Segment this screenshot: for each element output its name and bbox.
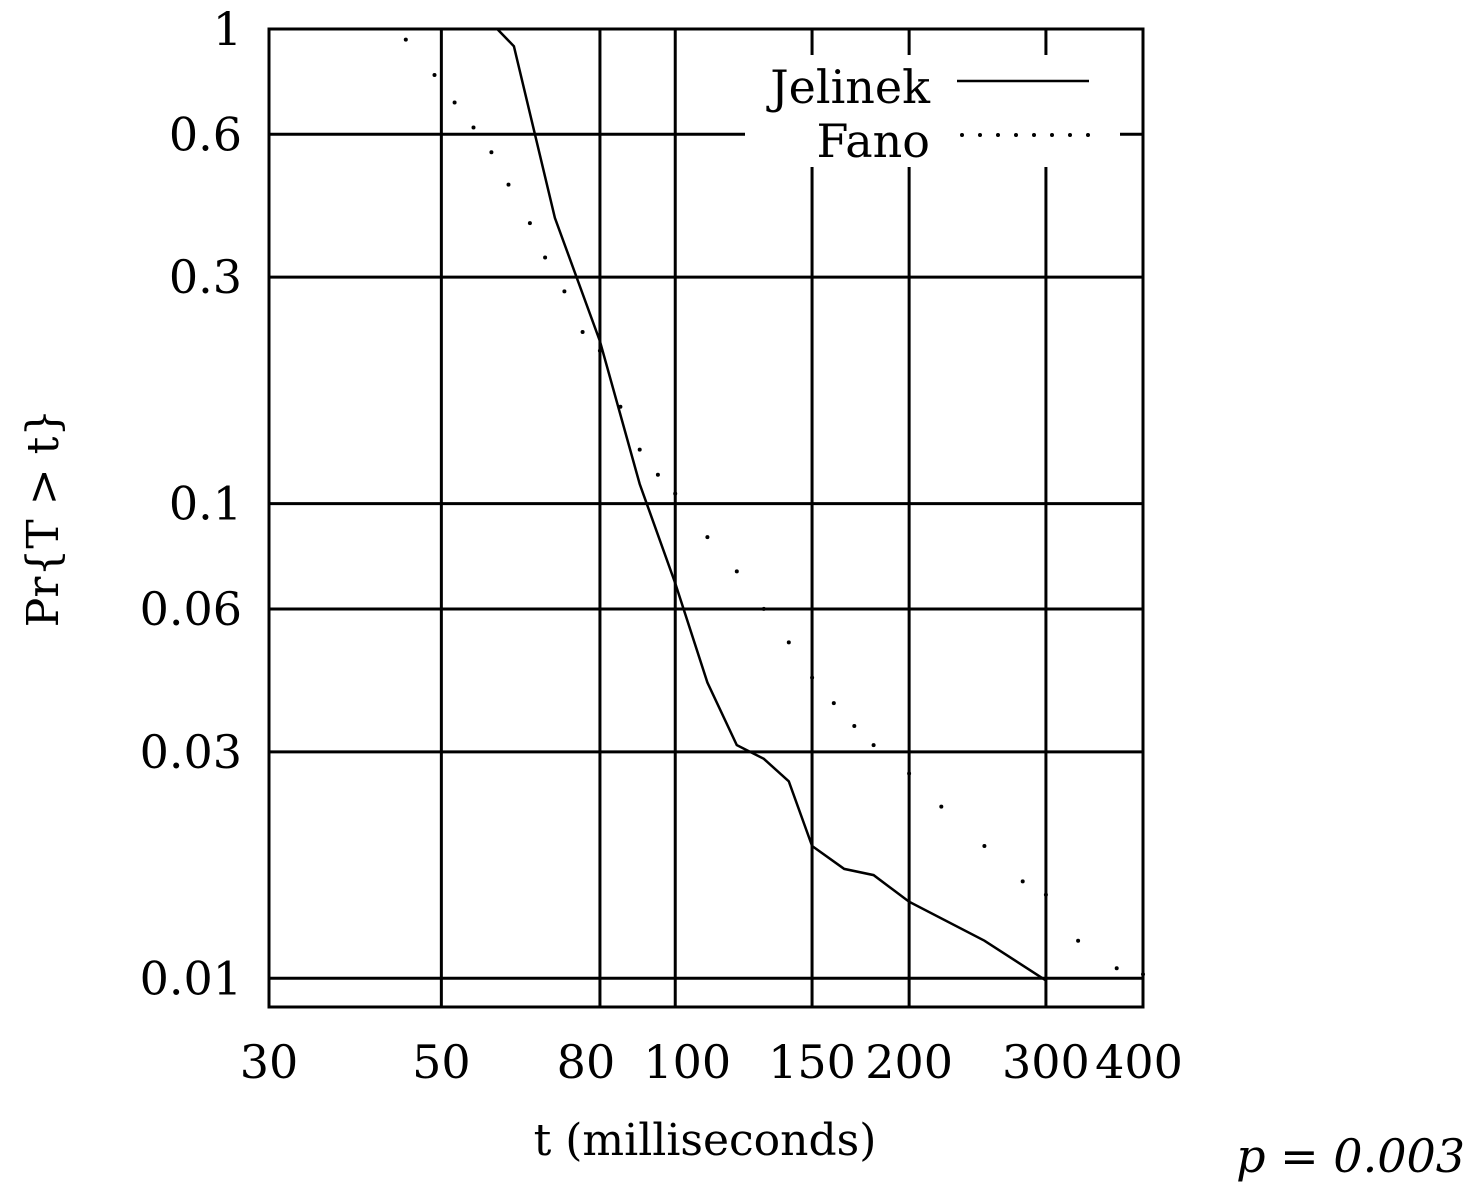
series-point-fano (982, 844, 987, 848)
series-point-fano (562, 289, 567, 294)
series-point-fano (452, 100, 457, 105)
series-point-fano (852, 724, 857, 728)
series-point-fano (637, 447, 642, 452)
x-tick-labels: 30 50 80 100 150 200 300 400 (240, 1035, 1183, 1089)
series-point-fano (403, 37, 408, 42)
series-point-fano (939, 804, 944, 809)
y-tick-label-0.6: 0.6 (169, 107, 242, 161)
plot-series (403, 28, 1145, 982)
y-tick-label-1: 1 (213, 2, 242, 56)
series-point-fano (618, 404, 623, 409)
legend-swatch-fano (1032, 133, 1036, 137)
series-point-fano (580, 330, 585, 334)
x-tick-label-50: 50 (412, 1035, 471, 1089)
series-point-fano (597, 348, 602, 353)
y-tick-label-0.06: 0.06 (140, 582, 242, 636)
y-tick-label-0.03: 0.03 (140, 725, 242, 779)
series-point-fano (810, 675, 815, 680)
series-point-fano (786, 640, 791, 645)
x-tick-label-200: 200 (865, 1035, 953, 1089)
grid-lines (269, 29, 1143, 1007)
series-point-fano (673, 491, 678, 496)
legend-label-fano: Fano (816, 114, 930, 168)
y-tick-label-0.3: 0.3 (169, 250, 242, 304)
series-point-fano (907, 771, 912, 776)
series-point-fano (705, 535, 710, 540)
y-tick-labels: 1 0.6 0.3 0.1 0.06 0.03 0.01 (140, 2, 242, 1005)
series-point-fano (871, 743, 876, 748)
series-point-fano (543, 255, 548, 260)
legend-background (745, 55, 1120, 167)
x-tick-label-400: 400 (1095, 1035, 1183, 1089)
legend-swatch-fano (1086, 133, 1090, 137)
probability-annotation: p = 0.003 (1236, 1129, 1465, 1183)
legend-swatch-fano (1050, 133, 1054, 137)
series-point-fano (761, 606, 766, 611)
x-axis-label: t (milliseconds) (534, 1115, 877, 1166)
legend-swatch-fano (996, 133, 1000, 137)
plot-frame (267, 27, 1145, 1009)
series-point-fano (1020, 879, 1025, 884)
series-point-fano (432, 73, 437, 77)
legend-swatch-fano (960, 133, 964, 137)
series-point-fano (1076, 938, 1081, 943)
series-point-fano (734, 569, 739, 574)
series-point-fano (1114, 966, 1119, 971)
series-line-jelinek (496, 28, 1047, 982)
series-point-fano (489, 150, 494, 155)
y-tick-label-0.1: 0.1 (169, 477, 242, 531)
legend-label-jelinek: Jelinek (766, 60, 931, 114)
x-tick-label-100: 100 (643, 1035, 731, 1089)
x-tick-label-300: 300 (1002, 1035, 1090, 1089)
series-point-fano (506, 182, 511, 187)
legend-swatch-fano (1068, 133, 1072, 137)
x-tick-label-80: 80 (557, 1035, 616, 1089)
y-tick-label-0.01: 0.01 (140, 951, 242, 1005)
series-point-fano (831, 701, 836, 706)
series-point-fano (655, 472, 660, 477)
series-point-fano (471, 125, 476, 130)
legend-swatch-fano (978, 133, 982, 137)
x-tick-label-30: 30 (240, 1035, 299, 1089)
y-axis-label: Pr{T > t} (18, 409, 69, 628)
legend-swatch-fano (1014, 133, 1018, 137)
x-tick-label-150: 150 (768, 1035, 856, 1089)
series-point-fano (1043, 892, 1048, 897)
series-point-fano (527, 221, 532, 226)
